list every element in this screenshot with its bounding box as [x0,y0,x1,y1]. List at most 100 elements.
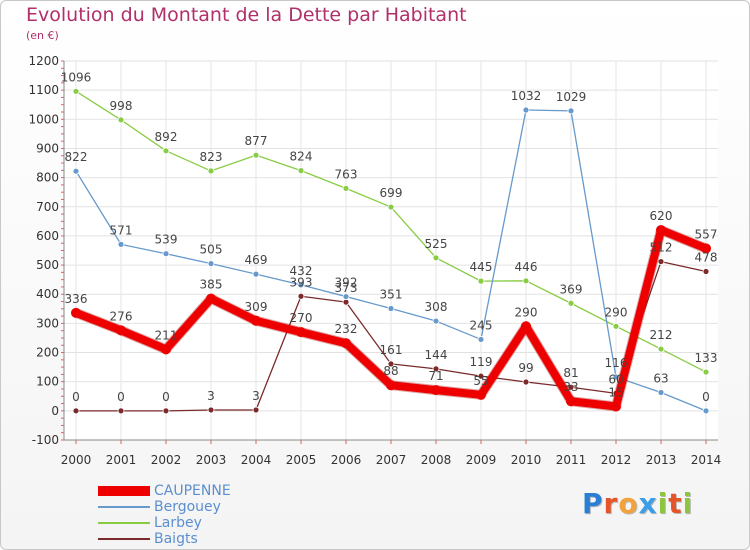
data-point-bergouey [252,270,260,278]
data-point-baigts [297,292,305,300]
data-point-bergouey [387,305,395,312]
data-label-larbey: 369 [560,282,583,296]
data-point-larbey [522,277,530,285]
data-label-larbey: 763 [335,167,358,181]
x-tick-label: 2001 [106,453,137,467]
y-tick-label: 100 [36,375,59,389]
data-label-larbey: 892 [155,130,178,144]
data-label-baigts: 161 [380,343,403,357]
data-label-baigts: 0 [72,390,80,404]
data-point-bergouey [612,373,620,381]
data-point-caupenne [566,396,576,407]
data-label-bergouey: 308 [425,300,448,314]
y-tick-label: 1000 [28,112,59,126]
data-point-bergouey [567,107,575,115]
data-point-larbey [702,368,710,376]
brand-logo: Proxiti [582,487,693,520]
data-point-caupenne [476,389,486,400]
x-tick-label: 2008 [421,453,452,467]
data-label-baigts: 0 [117,390,125,404]
data-point-caupenne [701,243,711,254]
x-tick-label: 2014 [691,453,722,467]
data-point-bergouey [702,407,710,415]
x-tick-label: 2009 [466,453,497,467]
brand-letter: t [668,487,683,520]
data-point-bergouey [432,317,440,325]
data-point-baigts [72,407,80,415]
data-point-caupenne [296,327,306,338]
data-point-bergouey [522,106,530,114]
data-label-bergouey: 1032 [511,89,542,103]
data-label-caupenne: 276 [110,309,133,323]
data-point-larbey [342,185,350,192]
legend-label-caupenne: CAUPENNE [154,483,231,499]
data-point-caupenne [386,380,396,391]
data-label-caupenne: 71 [428,369,443,383]
data-point-caupenne [521,321,531,332]
data-label-larbey: 823 [200,150,223,164]
data-point-bergouey [72,167,80,175]
data-label-bergouey: 822 [65,150,88,164]
data-label-baigts: 119 [470,355,493,369]
y-tick-label: 800 [36,171,59,185]
data-point-larbey [612,322,620,330]
data-point-caupenne [116,325,126,336]
legend-swatch-bergouey [98,506,150,508]
data-label-bergouey: 571 [110,223,133,237]
data-label-bergouey: 351 [380,288,403,302]
data-label-bergouey: 469 [245,253,268,267]
data-label-bergouey: 63 [653,371,668,385]
data-point-larbey [432,254,440,262]
y-tick-label: 700 [36,200,59,214]
data-label-larbey: 824 [290,150,313,164]
data-point-larbey [387,203,395,211]
y-tick-label: 900 [36,141,59,155]
data-point-bergouey [162,250,170,258]
legend-label-bergouey: Bergouey [154,499,221,515]
data-point-baigts [117,407,125,415]
data-label-baigts: 81 [563,366,578,380]
x-tick-label: 2011 [556,453,587,467]
data-point-caupenne [71,307,81,318]
data-label-caupenne: 336 [65,292,88,306]
brand-letter: r [603,487,619,520]
data-point-baigts [522,378,530,386]
brand-letter: o [618,487,639,520]
data-point-caupenne [656,225,666,236]
x-tick-label: 2013 [646,453,677,467]
data-point-larbey [72,87,80,95]
data-point-caupenne [161,344,171,355]
data-label-caupenne: 557 [695,227,718,241]
data-point-larbey [252,151,260,159]
data-point-baigts [567,383,575,391]
data-label-larbey: 133 [695,351,718,365]
data-label-larbey: 290 [605,305,628,319]
data-point-larbey [477,277,485,285]
data-label-bergouey: 539 [155,233,178,247]
x-tick-label: 2003 [196,453,227,467]
data-label-caupenne: 55 [473,374,488,388]
y-tick-label: 200 [36,346,59,360]
y-tick-label: 400 [36,287,59,301]
data-label-larbey: 446 [515,260,538,274]
data-label-larbey: 525 [425,237,448,251]
data-label-baigts: 60 [608,372,623,386]
data-point-baigts [702,268,710,275]
data-label-caupenne: 620 [650,209,673,223]
data-label-bergouey: 1029 [556,90,587,104]
x-tick-label: 2010 [511,453,542,467]
y-tick-label: 300 [36,316,59,330]
data-label-baigts: 3 [207,389,215,403]
data-point-bergouey [207,260,215,268]
data-label-caupenne: 309 [245,300,268,314]
data-label-larbey: 1096 [61,70,92,84]
data-point-baigts [432,365,440,373]
data-label-baigts: 99 [518,361,533,375]
data-label-caupenne: 211 [155,328,178,342]
data-point-baigts [162,407,170,415]
data-label-larbey: 877 [245,134,268,148]
brand-letter: x [638,487,658,520]
data-label-bergouey: 0 [702,390,710,404]
y-tick-label: 1100 [28,83,59,97]
